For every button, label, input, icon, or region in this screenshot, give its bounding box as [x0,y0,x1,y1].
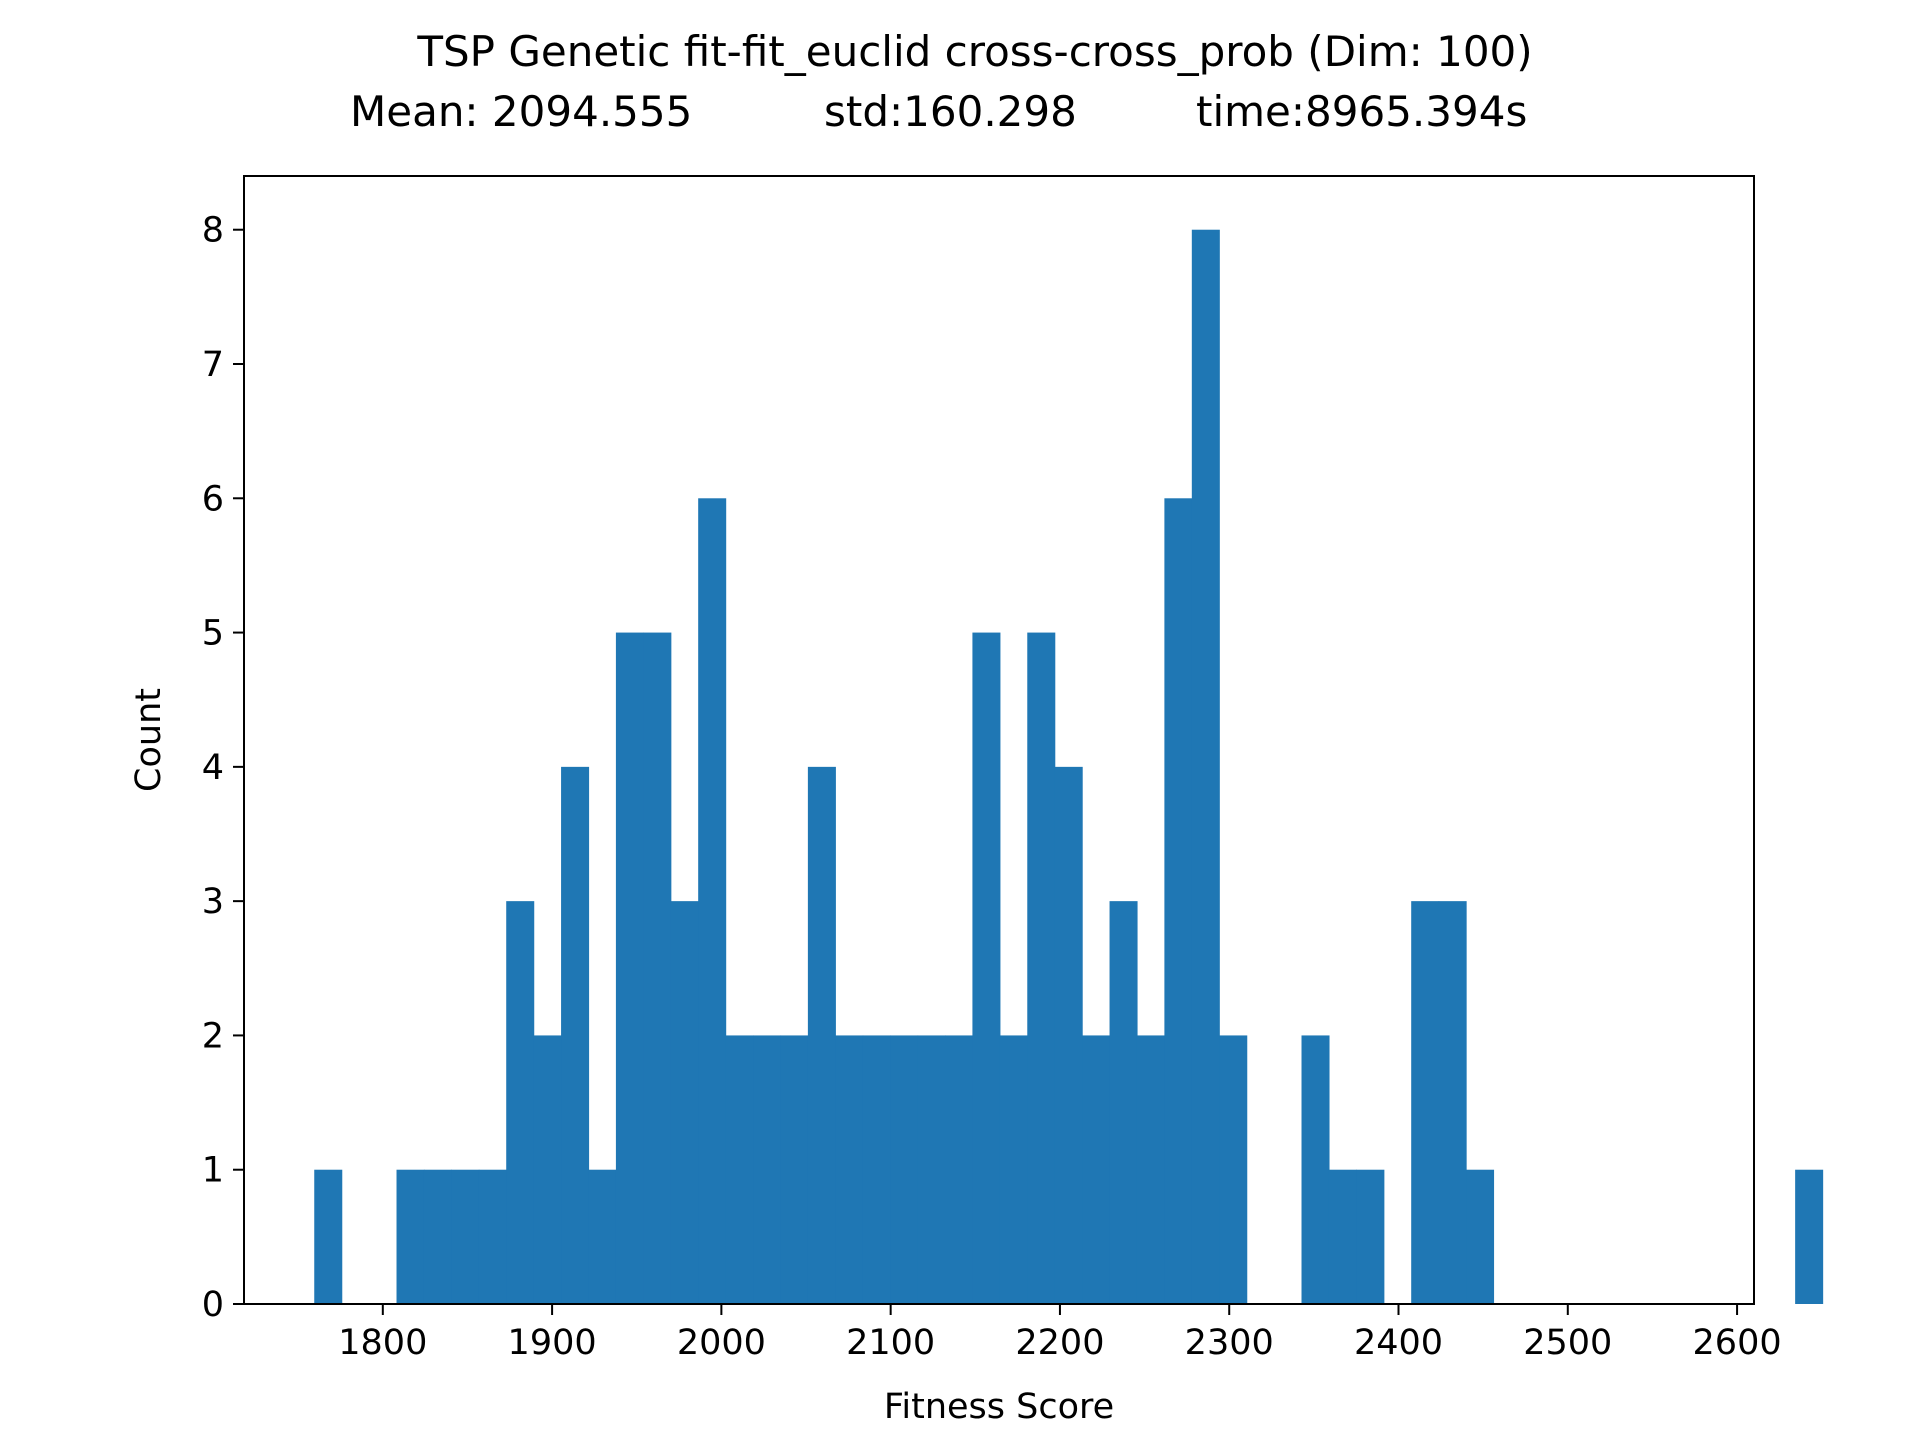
histogram-bar [1164,498,1193,1304]
subtitle-std: std:160.298 [824,87,1077,136]
histogram-bar [807,766,836,1304]
histogram-bar [478,1169,507,1304]
y-axis-label: Count [129,688,169,792]
histogram-bar [1795,1169,1824,1304]
histogram-bar [1301,1035,1330,1304]
histogram-bar [423,1169,452,1304]
histogram-bar [1082,1035,1111,1304]
x-axis-label: Fitness Score [884,1387,1114,1427]
x-tick-label: 2200 [1015,1323,1104,1363]
histogram-bar [890,1035,919,1304]
histogram-bar [506,901,535,1304]
y-tick-label: 5 [202,614,224,654]
histogram-bar [945,1035,974,1304]
x-axis-ticks: 1800 1900 2000 2100 2200 2300 2400 2500 2600 [338,1304,1782,1363]
histogram-bar [396,1169,425,1304]
y-tick-label: 4 [202,748,224,788]
x-tick-label: 1900 [508,1323,597,1363]
histogram-bar [917,1035,946,1304]
y-tick-label: 0 [202,1285,224,1325]
histogram-bar [972,632,1001,1304]
histogram-bar [1136,1035,1165,1304]
histogram-bar [1219,1035,1248,1304]
histogram-bar [314,1169,343,1304]
x-tick-label: 2400 [1354,1323,1443,1363]
x-tick-label: 2100 [846,1323,935,1363]
histogram-bar [1328,1169,1357,1304]
x-tick-label: 2600 [1693,1323,1782,1363]
histogram-bar [999,1035,1028,1304]
histogram-bar [835,1035,864,1304]
histogram-bar [1191,229,1220,1305]
histogram-bar [451,1169,480,1304]
x-tick-label: 2500 [1523,1323,1612,1363]
y-tick-label: 8 [202,211,224,251]
histogram-bar [533,1035,562,1304]
y-tick-label: 3 [202,882,224,922]
y-tick-label: 7 [202,345,224,385]
x-tick-label: 2000 [677,1323,766,1363]
chart-title: TSP Genetic fit-fit_euclid cross-cross_p… [416,27,1532,76]
histogram-bar [862,1035,891,1304]
x-tick-label: 1800 [338,1323,427,1363]
y-axis-ticks: 0 1 2 3 4 5 6 7 8 [202,211,244,1325]
histogram-bar [643,632,672,1304]
histogram-bars [314,229,1824,1305]
histogram-bar [561,766,590,1304]
histogram-bar [1466,1169,1495,1304]
x-tick-label: 2300 [1185,1323,1274,1363]
histogram-bar [698,498,727,1304]
histogram-bar [615,632,644,1304]
histogram-bar [1027,632,1056,1304]
histogram-bar [1109,901,1138,1304]
histogram-bar [780,1035,809,1304]
subtitle-time: time:8965.394s [1196,87,1527,136]
histogram-bar [1411,901,1440,1304]
y-tick-label: 1 [202,1151,224,1191]
histogram-bar [1356,1169,1385,1304]
histogram-bar [670,901,699,1304]
subtitle-mean: Mean: 2094.555 [350,87,692,136]
y-tick-label: 2 [202,1016,224,1056]
histogram-bar [1054,766,1083,1304]
histogram-bar [1438,901,1467,1304]
histogram-bar [588,1169,617,1304]
histogram-bar [725,1035,754,1304]
histogram-bar [753,1035,782,1304]
y-tick-label: 6 [202,479,224,519]
plot-frame [243,175,1755,1305]
